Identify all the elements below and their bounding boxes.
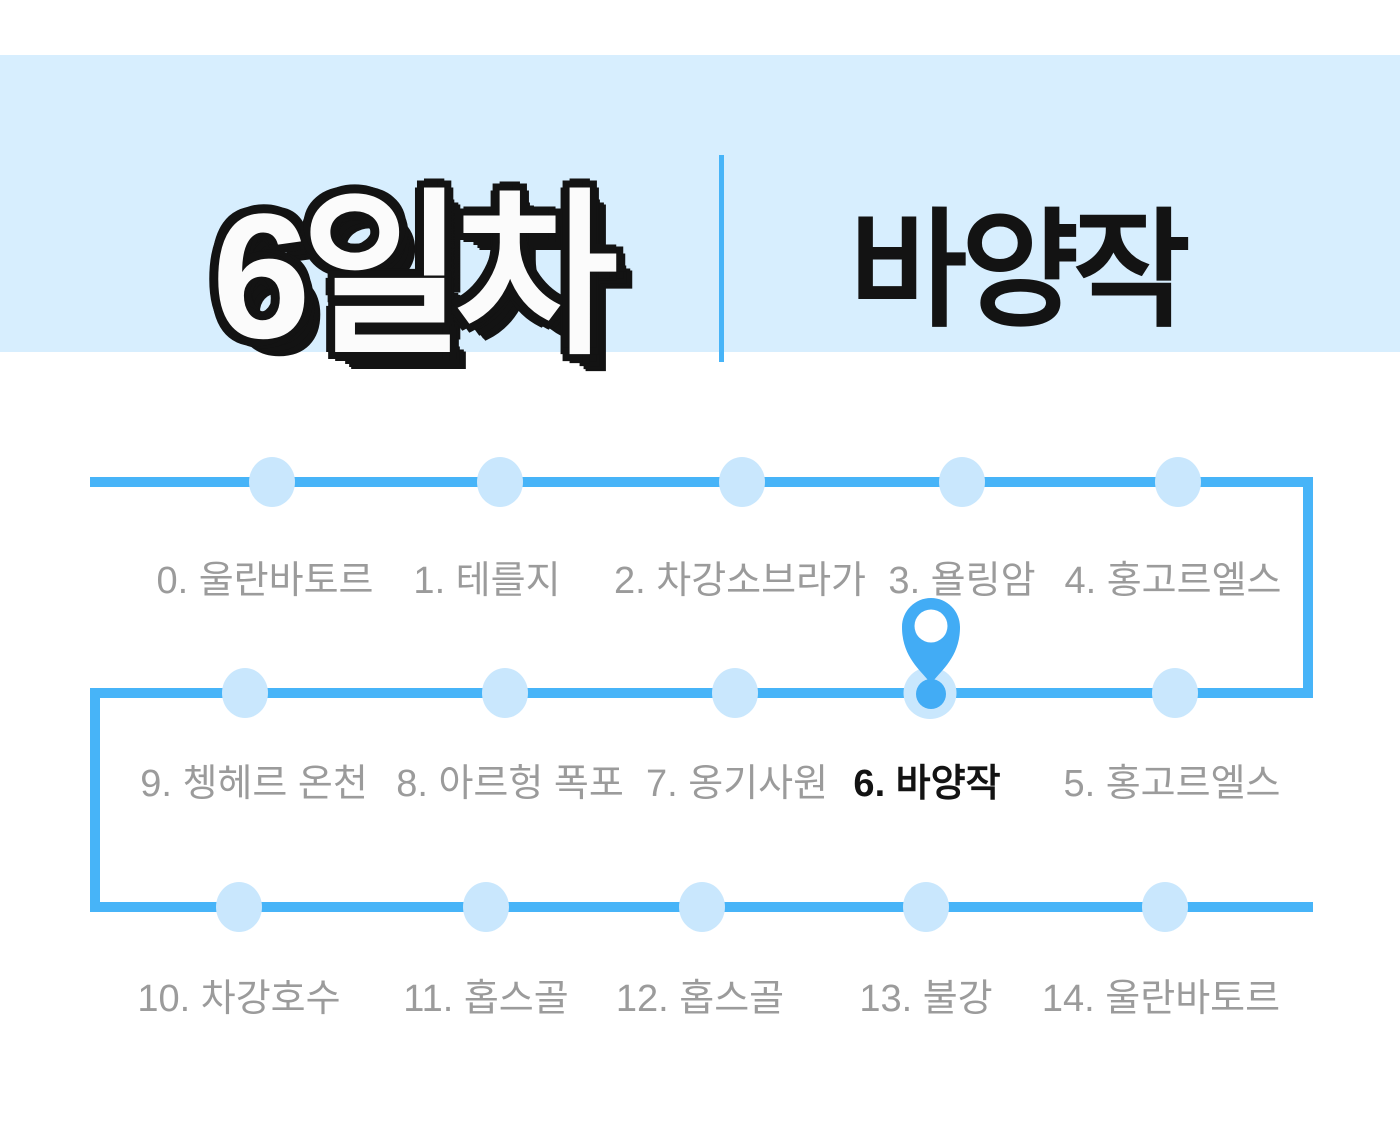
stop-dot — [1155, 457, 1201, 507]
stop-label: 3. 욜링암 — [888, 560, 1036, 602]
stop-label: 2. 차강소브라가 — [613, 560, 867, 602]
stop-label: 14. 울란바토르 — [1041, 978, 1281, 1020]
stop-dot — [939, 457, 985, 507]
stop-dot — [1152, 668, 1198, 718]
stop-label: 0. 울란바토르 — [156, 560, 374, 602]
route-line-left-connector — [90, 688, 100, 912]
stop-dot — [482, 668, 528, 718]
stop-dot — [249, 457, 295, 507]
location-pin-icon — [902, 598, 960, 709]
stop-dot — [719, 457, 765, 507]
header-divider — [719, 155, 724, 362]
stop-label: 4. 홍고르엘스 — [1064, 560, 1282, 602]
active-stop-label: 6. 바양작 — [853, 763, 1001, 805]
stop-dot — [463, 882, 509, 932]
stop-label: 13. 불강 — [859, 978, 993, 1020]
route-line-row-2 — [90, 688, 1313, 698]
header-band: 6일차 바양작 — [0, 55, 1400, 376]
stop-label: 7. 옹기사원 — [645, 763, 829, 805]
stop-dot — [1142, 882, 1188, 932]
stop-dot — [477, 457, 523, 507]
stop-label: 5. 홍고르엘스 — [1063, 763, 1281, 805]
stop-label: 1. 테를지 — [413, 560, 561, 602]
stop-label: 11. 홉스골 — [403, 978, 569, 1020]
stop-dot — [679, 882, 725, 932]
stop-label: 12. 홉스골 — [615, 978, 785, 1020]
day-title: 6일차 — [211, 176, 619, 376]
route-line-row-1 — [90, 477, 1313, 487]
stop-label: 8. 아르헝 폭포 — [396, 763, 624, 805]
route-line-right-connector — [1303, 477, 1313, 698]
stop-label: 9. 쳉헤르 온천 — [140, 763, 368, 805]
stop-dot — [216, 882, 262, 932]
stop-dot — [712, 668, 758, 718]
stop-dot — [222, 668, 268, 718]
stop-dot — [903, 882, 949, 932]
stop-label: 10. 차강호수 — [137, 978, 341, 1020]
destination-title: 바양작 — [849, 199, 1190, 343]
